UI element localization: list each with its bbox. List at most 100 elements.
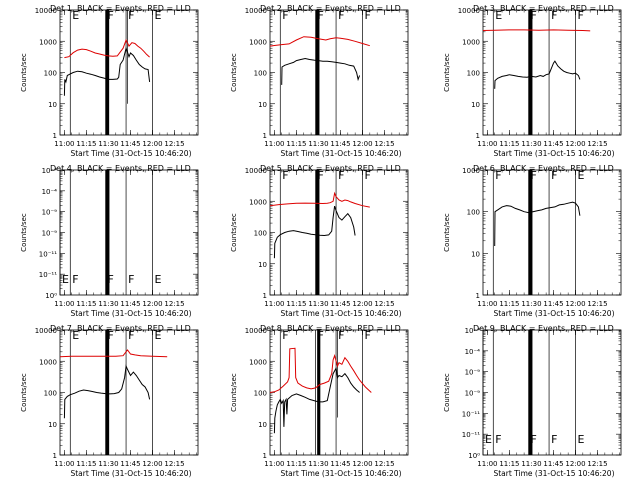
event-marker-label: F — [364, 9, 370, 22]
x-tick-label: 11:30 — [521, 300, 541, 308]
panel-title: Det 4, BLACK = Events, RED = LLD — [50, 164, 191, 173]
y-axis-label: Counts/sec — [443, 373, 451, 412]
event-marker-label: F — [128, 329, 134, 342]
y-tick-label: 10000 — [245, 167, 267, 175]
y-tick-label: 10⁻¹¹ — [39, 271, 57, 279]
x-tick-label: 11:45 — [120, 460, 140, 468]
x-tick-label: 12:00 — [142, 300, 162, 308]
y-tick-label: 10⁻⁴ — [465, 327, 481, 335]
event-marker-label: E — [577, 433, 584, 446]
y-tick-label: 10 — [471, 101, 480, 109]
events-series-line — [273, 205, 356, 259]
y-axis-label: Counts/sec — [20, 373, 28, 412]
x-tick-label: 12:15 — [587, 140, 607, 148]
y-tick-label: 10000 — [35, 327, 57, 335]
event-marker-label: F — [495, 169, 501, 182]
x-tick-label: 12:00 — [565, 460, 585, 468]
x-axis-label: Start Time (31-Oct-15 10:46:20) — [493, 309, 614, 318]
x-tick-label: 12:15 — [164, 300, 184, 308]
event-marker-label: F — [72, 273, 78, 286]
y-tick-label: 10 — [48, 421, 57, 429]
event-marker-label: F — [108, 329, 114, 342]
y-tick-label: 10⁻⁹ — [42, 230, 58, 238]
panel-title: Det 5, BLACK = Events, RED = LLD — [260, 164, 401, 173]
y-axis-label: Counts/sec — [230, 53, 238, 92]
x-tick-label: 11:00 — [264, 140, 284, 148]
x-tick-label: 11:30 — [521, 460, 541, 468]
x-tick-label: 12:00 — [352, 140, 372, 148]
panel-det-7: Det 7, BLACK = Events, RED = LLD Counts/s… — [20, 324, 199, 478]
event-marker-label: F — [318, 329, 324, 342]
events-series-line — [494, 60, 581, 89]
x-tick-label: 11:15 — [499, 140, 519, 148]
plot-frame — [482, 169, 622, 296]
event-marker-label: F — [128, 273, 134, 286]
panel-det-5: Det 5, BLACK = Events, RED = LLD Counts/s… — [230, 164, 409, 318]
event-marker-label: E — [62, 273, 69, 286]
y-axis-label: Counts/sec — [230, 213, 238, 252]
x-tick-label: 11:00 — [54, 460, 74, 468]
event-marker-label: F — [282, 169, 288, 182]
event-marker-label: E — [72, 329, 79, 342]
event-marker-label: F — [364, 329, 370, 342]
x-tick-label: 12:00 — [352, 300, 372, 308]
y-tick-label: 10 — [48, 101, 57, 109]
x-tick-label: 11:15 — [76, 140, 96, 148]
y-tick-label: 1000 — [462, 167, 480, 175]
x-tick-label: 11:00 — [477, 140, 497, 148]
x-tick-label: 11:00 — [477, 300, 497, 308]
y-tick-label: 10⁻⁴ — [42, 167, 58, 175]
y-tick-label: 1000 — [249, 358, 267, 366]
event-marker-label: E — [154, 329, 161, 342]
lld-series-line — [269, 36, 370, 47]
y-tick-label: 10⁻⁴ — [42, 188, 58, 196]
events-series-line — [273, 366, 360, 434]
y-tick-label: 100 — [254, 390, 267, 398]
plot-frame — [269, 169, 409, 296]
event-marker-label: F — [551, 433, 557, 446]
x-tick-label: 11:45 — [543, 460, 563, 468]
lld-series-line — [482, 29, 591, 32]
event-marker-label: F — [551, 169, 557, 182]
x-tick-label: 11:30 — [98, 300, 118, 308]
y-tick-label: 100 — [44, 70, 57, 78]
y-tick-label: 10000 — [245, 327, 267, 335]
y-tick-label: 10⁻⁹ — [465, 369, 481, 377]
event-marker-label: F — [338, 9, 344, 22]
x-tick-label: 11:15 — [499, 460, 519, 468]
lld-series-line — [269, 191, 370, 208]
panel-title: Det 2, BLACK = Events, RED = LLD — [260, 4, 401, 13]
event-marker-label: F — [531, 9, 537, 22]
plot-frame — [59, 9, 199, 136]
x-tick-label: 11:45 — [543, 140, 563, 148]
events-series-line — [63, 364, 151, 419]
y-tick-label: 100 — [44, 390, 57, 398]
y-tick-label: 1 — [263, 292, 267, 300]
x-tick-label: 12:00 — [352, 460, 372, 468]
plot-frame — [269, 9, 409, 136]
y-tick-label: 10000 — [245, 7, 267, 15]
panel-title: Det 7, BLACK = Events, RED = LLD — [50, 324, 191, 333]
x-axis-label: Start Time (31-Oct-15 10:46:20) — [280, 309, 401, 318]
x-tick-label: 12:15 — [587, 300, 607, 308]
panel-det-8: Det 8, BLACK = Events, RED = LLD Counts/s… — [230, 324, 409, 478]
event-marker-label: E — [154, 9, 161, 22]
event-marker-label: F — [282, 9, 288, 22]
panel-det-2: Det 2, BLACK = Events, RED = LLD Counts/s… — [230, 4, 409, 158]
event-marker-label: F — [282, 329, 288, 342]
x-tick-label: 11:00 — [477, 460, 497, 468]
y-tick-label: 100 — [467, 70, 480, 78]
event-marker-label: F — [364, 169, 370, 182]
y-tick-label: 100 — [254, 230, 267, 238]
x-tick-label: 11:45 — [120, 300, 140, 308]
y-tick-label: 1 — [263, 452, 267, 460]
y-axis-label: Counts/sec — [443, 213, 451, 252]
panel-title: Det 8, BLACK = Events, RED = LLD — [260, 324, 401, 333]
event-marker-label: F — [318, 9, 324, 22]
y-tick-label: 10⁻¹¹ — [462, 431, 480, 439]
x-tick-label: 11:15 — [76, 460, 96, 468]
y-tick-label: 10⁻⁴ — [465, 348, 481, 356]
x-tick-label: 11:00 — [264, 460, 284, 468]
y-tick-label: 10 — [471, 250, 480, 258]
y-tick-label: 10⁰ — [45, 292, 57, 300]
